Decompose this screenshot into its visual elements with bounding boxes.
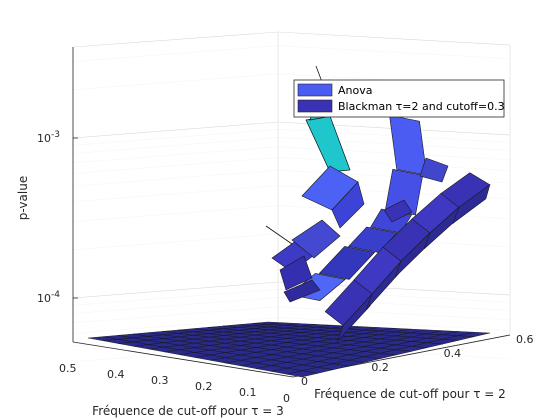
y-axis-label: p-value bbox=[16, 176, 30, 220]
legend-swatch-anova bbox=[298, 84, 332, 96]
anova-surface-face bbox=[390, 115, 427, 175]
tau3-tick-label: 0.5 bbox=[59, 362, 77, 375]
tau2-tick-label: 0.4 bbox=[444, 347, 462, 360]
anova-ribbon bbox=[306, 116, 350, 172]
legend: Anova Blackman τ=2 and cutoff=0.3 bbox=[294, 80, 505, 117]
legend-label-anova: Anova bbox=[338, 84, 372, 97]
floor-surface bbox=[88, 322, 490, 377]
tau3-tick-label: 0.2 bbox=[195, 380, 213, 393]
y-tick-label: 10-4 bbox=[37, 290, 60, 305]
tau3-tick-label: 0.3 bbox=[151, 374, 169, 387]
tau2-tick-label: 0.6 bbox=[516, 333, 534, 346]
tau3-tick-label: 0.1 bbox=[239, 386, 257, 399]
tau2-tick-label: 0 bbox=[301, 375, 308, 388]
tau2-tick-label: 0.2 bbox=[371, 361, 389, 374]
lower-leader bbox=[266, 226, 292, 244]
legend-swatch-blackman bbox=[298, 100, 332, 112]
y-tick-labels: 10-4 10-3 bbox=[37, 130, 78, 305]
legend-label-blackman: Blackman τ=2 and cutoff=0.3 bbox=[338, 100, 505, 113]
y-tick-label: 10-3 bbox=[37, 130, 60, 145]
z-axis-label: Fréquence de cut-off pour τ = 3 bbox=[92, 404, 284, 418]
tau3-tick-label: 0.4 bbox=[107, 368, 125, 381]
anova-leader bbox=[316, 66, 322, 82]
x-axis-label: Fréquence de cut-off pour τ = 2 bbox=[314, 387, 506, 401]
tau3-tick-label: 0 bbox=[283, 392, 290, 405]
